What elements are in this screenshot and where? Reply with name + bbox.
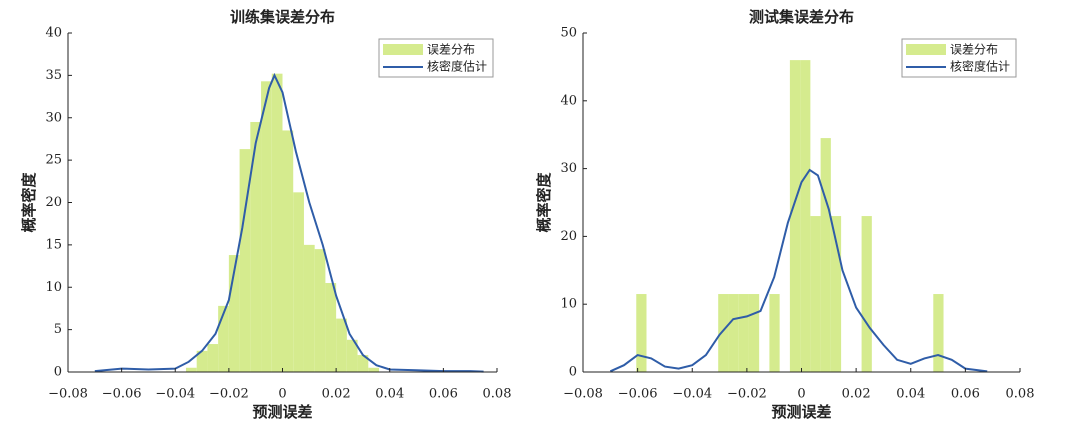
bar: [738, 294, 749, 372]
y-tick-label: 35: [45, 68, 62, 83]
legend-swatch: [906, 44, 946, 55]
chart: −0.08 −0.06 −0.04 −0.02 0 0.02 0.04 0.06 0.08 0 5 1…: [20, 8, 511, 421]
kde-line: [609, 168, 988, 373]
y-tick-label: 25: [45, 153, 62, 168]
bar: [820, 138, 831, 372]
x-tick-label: −0.06: [618, 387, 658, 402]
x-tick-label: 0: [797, 387, 805, 402]
bar: [218, 305, 229, 372]
bar: [185, 367, 197, 372]
y-axis-label: 概率密度: [20, 172, 38, 233]
bar: [810, 216, 821, 372]
x-axis-label: 预测误差: [771, 403, 831, 421]
x-tick-label: −0.02: [727, 387, 767, 402]
x-tick-label: −0.06: [102, 387, 142, 402]
bar: [800, 60, 811, 373]
y-tick-label: 10: [560, 297, 577, 312]
x-tick-label: 0.02: [842, 387, 871, 402]
x-tick-label: −0.08: [48, 387, 88, 402]
bar: [368, 367, 380, 372]
bar: [293, 192, 304, 372]
legend-label: 误差分布: [427, 43, 475, 57]
bar: [196, 350, 208, 372]
y-tick-label: 30: [560, 161, 577, 176]
x-tick-label: 0.02: [322, 387, 351, 402]
bar: [861, 216, 872, 372]
chart-title: 测试集误差分布: [749, 8, 854, 26]
x-tick-label: 0.06: [951, 387, 980, 402]
bar: [933, 294, 944, 372]
bar: [357, 355, 369, 372]
bar: [282, 130, 294, 372]
x-tick-label: −0.04: [155, 387, 195, 402]
bar: [271, 73, 283, 373]
y-tick-label: 40: [560, 93, 577, 108]
legend-label: 核密度估计: [427, 59, 487, 74]
y-tick-label: 0: [54, 365, 62, 380]
bar: [239, 149, 251, 372]
x-tick-label: 0.04: [896, 387, 925, 402]
y-tick-label: 20: [560, 229, 577, 244]
bar: [325, 283, 337, 372]
x-tick-label: −0.08: [563, 387, 603, 402]
x-tick-label: −0.04: [672, 387, 712, 402]
y-tick-label: 20: [45, 195, 62, 210]
x-axis-label: 预测误差: [252, 403, 312, 421]
bar: [830, 216, 842, 372]
y-tick-label: 50: [560, 26, 577, 41]
bar: [718, 294, 729, 372]
chart-title: 训练集误差分布: [230, 8, 335, 26]
x-tick-label: 0: [278, 387, 286, 402]
x-tick-label: 0.06: [429, 387, 458, 402]
bar: [303, 244, 315, 372]
x-tick-label: 0.04: [375, 387, 404, 402]
bar: [748, 294, 760, 372]
bar: [250, 121, 262, 372]
y-tick-label: 15: [45, 237, 62, 252]
bar: [789, 60, 801, 373]
bar: [207, 344, 219, 372]
y-tick-label: 10: [45, 280, 62, 295]
y-tick-label: 40: [45, 26, 62, 41]
bar: [728, 294, 739, 372]
bar: [636, 294, 647, 372]
bar: [261, 81, 272, 373]
chart: −0.08 −0.06 −0.04 −0.02 0 0.02 0.04 0.06 0.08 0 10…: [535, 8, 1034, 421]
legend-label: 误差分布: [950, 43, 998, 57]
y-axis-label: 概率密度: [535, 172, 553, 233]
y-tick-label: 30: [45, 110, 62, 125]
y-tick-label: 0: [569, 365, 577, 380]
bar: [769, 294, 780, 372]
bar: [314, 249, 326, 372]
legend-label: 核密度估计: [950, 59, 1010, 74]
bar: [336, 318, 347, 372]
legend-swatch: [383, 44, 423, 55]
x-tick-label: 0.08: [483, 387, 512, 402]
y-tick-label: 5: [54, 322, 62, 337]
bar: [228, 255, 240, 372]
bar: [346, 339, 358, 372]
x-tick-label: 0.08: [1006, 387, 1035, 402]
x-tick-label: −0.02: [209, 387, 249, 402]
